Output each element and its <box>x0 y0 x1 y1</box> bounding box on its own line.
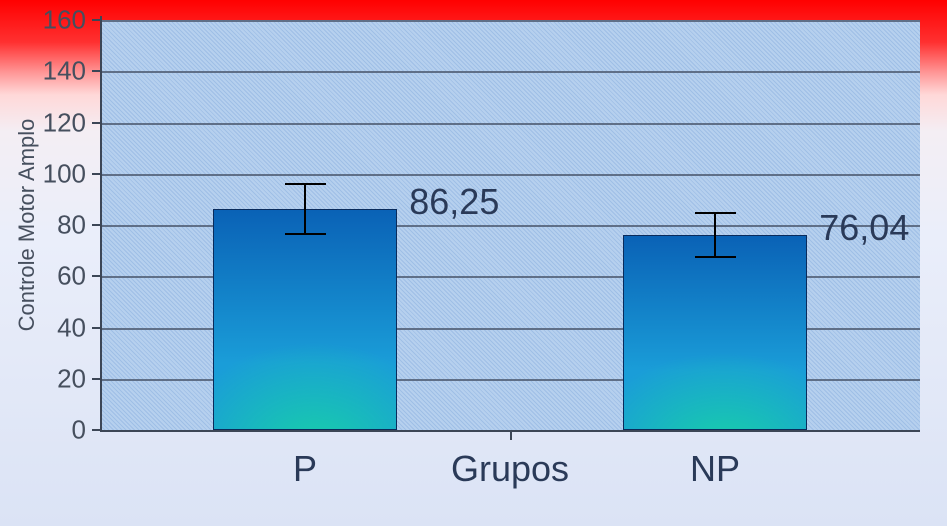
category-label-np: NP <box>690 448 740 490</box>
y-tick-label: 60 <box>0 261 86 292</box>
gridline <box>100 20 920 22</box>
y-tick-mark <box>92 224 100 226</box>
y-tick-label: 20 <box>0 363 86 394</box>
y-tick-mark <box>92 327 100 329</box>
y-tick-mark <box>92 70 100 72</box>
y-tick-mark <box>92 429 100 431</box>
y-axis-line <box>100 16 102 430</box>
y-tick-label: 100 <box>0 158 86 189</box>
y-tick-label: 0 <box>0 415 86 446</box>
y-tick-label: 160 <box>0 5 86 36</box>
y-tick-label: 140 <box>0 56 86 87</box>
y-tick-label: 80 <box>0 210 86 241</box>
x-center-tick <box>510 430 512 440</box>
chart-frame: Controle Motor Amplo Grupos 020406080100… <box>0 0 947 526</box>
value-label-np: 76,04 <box>819 207 909 249</box>
y-tick-mark <box>92 378 100 380</box>
y-tick-label: 40 <box>0 312 86 343</box>
y-tick-mark <box>92 19 100 21</box>
bar-np <box>623 235 808 430</box>
gridline <box>100 123 920 125</box>
x-axis-title: Grupos <box>451 448 569 490</box>
gridline <box>100 71 920 73</box>
category-label-p: P <box>293 448 317 490</box>
y-tick-label: 120 <box>0 107 86 138</box>
plot-area <box>100 20 920 430</box>
value-label-p: 86,25 <box>409 181 499 223</box>
gridline <box>100 174 920 176</box>
y-tick-mark <box>92 173 100 175</box>
bar-p <box>213 209 398 430</box>
y-tick-mark <box>92 122 100 124</box>
y-tick-mark <box>92 275 100 277</box>
